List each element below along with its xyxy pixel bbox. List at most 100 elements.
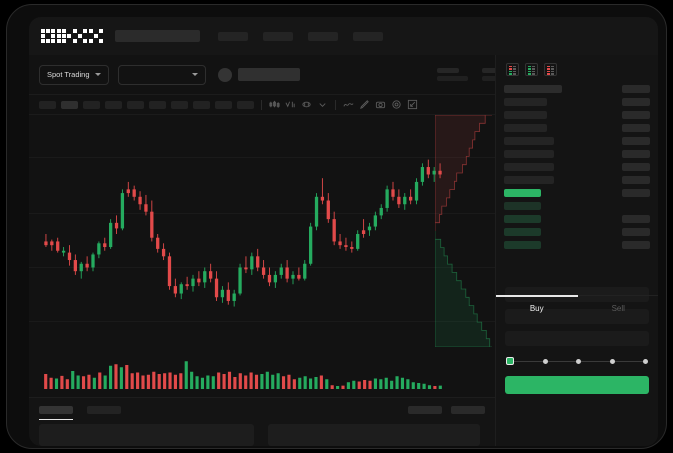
order-book-depth-bar <box>504 84 562 93</box>
order-book-row[interactable] <box>504 175 650 184</box>
slider-step-dot[interactable] <box>609 358 615 364</box>
toolbar-divider <box>335 99 336 110</box>
slider-track <box>614 360 643 362</box>
orders-content <box>29 414 495 446</box>
orderbook-mode-both-icon[interactable] <box>506 63 519 76</box>
indicators-icon[interactable] <box>285 99 296 110</box>
slider-step-dot[interactable] <box>542 358 548 364</box>
order-book-depth-bar <box>504 97 547 106</box>
slider-step-dot[interactable] <box>643 358 648 364</box>
order-form <box>496 279 658 346</box>
order-book-row[interactable] <box>504 149 650 158</box>
nav-item-3[interactable] <box>308 31 338 41</box>
pencil-icon[interactable] <box>359 99 370 110</box>
chart-gridline <box>29 321 495 322</box>
candlestick-series <box>44 159 442 307</box>
tab-sell[interactable]: Sell <box>578 296 659 321</box>
market-type-label: Spot Trading <box>47 70 90 79</box>
orders-tabs <box>29 398 495 420</box>
coin-avatar-icon <box>217 67 232 82</box>
order-book-amount <box>622 84 650 93</box>
order-book-amount <box>622 136 650 145</box>
line-chart-icon[interactable] <box>343 99 354 110</box>
order-book-depth-bar <box>504 240 541 249</box>
compare-icon[interactable] <box>301 99 312 110</box>
order-book-row[interactable] <box>504 162 650 171</box>
order-book-row[interactable] <box>504 188 650 197</box>
order-book-depth-bar <box>504 149 554 158</box>
slider-handle[interactable] <box>506 357 514 365</box>
chevron-down-icon[interactable] <box>317 99 328 110</box>
fullscreen-icon[interactable] <box>407 99 418 110</box>
order-book-amount <box>622 240 650 249</box>
orders-panel-left <box>39 424 254 446</box>
order-book-depth-bar <box>504 175 554 184</box>
order-book-row[interactable] <box>504 123 650 132</box>
order-book-depth-bar <box>504 110 547 119</box>
tab-order-history[interactable] <box>87 406 121 414</box>
order-book-depth-bar <box>504 227 541 236</box>
order-book-row[interactable] <box>504 240 650 249</box>
timeframe-button-active[interactable] <box>61 100 78 109</box>
pair-selector[interactable] <box>117 64 206 85</box>
timeframe-button[interactable] <box>105 100 122 109</box>
timeframe-button[interactable] <box>127 100 144 109</box>
chevron-down-icon <box>94 73 101 76</box>
order-book-rows[interactable] <box>496 82 658 249</box>
ticker-stat <box>437 68 468 81</box>
market-type-selector[interactable]: Spot Trading <box>39 64 109 85</box>
nav-item-2[interactable] <box>263 31 293 41</box>
order-book-amount <box>622 188 650 197</box>
place-order-button[interactable] <box>505 376 649 394</box>
order-book-row[interactable] <box>504 214 650 223</box>
order-book-view-modes <box>496 55 658 82</box>
orderbook-mode-asks-icon[interactable] <box>544 63 557 76</box>
timeframe-button[interactable] <box>193 100 210 109</box>
timeframe-button[interactable] <box>215 100 232 109</box>
order-book-amount <box>622 97 650 106</box>
orders-action-2[interactable] <box>451 406 485 414</box>
order-book-amount <box>622 162 650 171</box>
slider-step-dot[interactable] <box>576 358 581 364</box>
amount-percent-slider[interactable] <box>496 354 658 368</box>
candlestick-icon[interactable] <box>269 99 280 110</box>
order-book-row[interactable] <box>504 201 650 210</box>
tab-open-orders[interactable] <box>39 406 73 420</box>
price-chart[interactable] <box>29 115 495 397</box>
search-input[interactable] <box>115 30 200 42</box>
timeframe-button[interactable] <box>149 100 166 109</box>
order-type-field[interactable] <box>505 287 649 302</box>
order-book-row[interactable] <box>504 110 650 119</box>
chart-toolbar <box>29 95 495 115</box>
settings-gear-icon[interactable] <box>391 99 402 110</box>
timeframe-button[interactable] <box>237 100 254 109</box>
order-book-row[interactable] <box>504 227 650 236</box>
order-book-row[interactable] <box>504 84 650 93</box>
camera-icon[interactable] <box>375 99 386 110</box>
order-book-depth-bar <box>504 188 541 197</box>
timeframe-button[interactable] <box>39 100 56 109</box>
tab-buy[interactable]: Buy <box>496 295 578 321</box>
order-book-row[interactable] <box>504 97 650 106</box>
chart-gridline <box>29 213 495 214</box>
nav-item-4[interactable] <box>353 31 383 41</box>
slider-track <box>547 360 576 362</box>
price-field[interactable] <box>505 309 649 324</box>
nav-item-1[interactable] <box>218 31 248 41</box>
pair-name <box>237 68 300 81</box>
depth-chart-overlay <box>435 115 492 347</box>
chevron-down-icon <box>191 73 198 76</box>
amount-field[interactable] <box>505 331 649 346</box>
buy-sell-tabs: Buy Sell <box>496 295 658 321</box>
timeframe-button[interactable] <box>83 100 100 109</box>
slider-track <box>581 360 610 362</box>
orders-action-1[interactable] <box>408 406 442 414</box>
order-book-row[interactable] <box>504 136 650 145</box>
app-screen: Spot Trading <box>29 17 658 446</box>
okx-logo-icon[interactable] <box>41 29 103 43</box>
order-book-amount <box>622 123 650 132</box>
tab-buy-label: Buy <box>529 304 544 313</box>
timeframe-button[interactable] <box>171 100 188 109</box>
orderbook-mode-bids-icon[interactable] <box>525 63 538 76</box>
